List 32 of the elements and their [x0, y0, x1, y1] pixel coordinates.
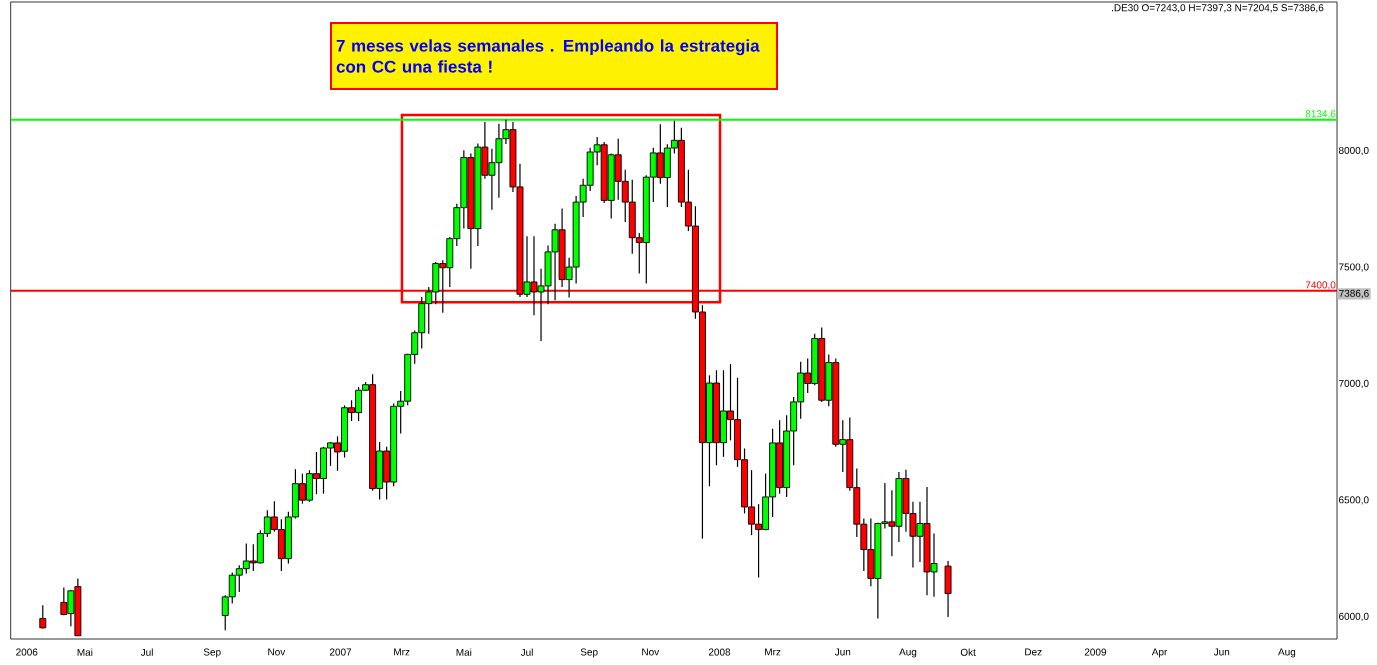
x-tick-label: Nov — [268, 648, 286, 656]
x-tick-label: 2007 — [329, 648, 352, 656]
annotation: .DE30 O=7243,0 H=7397,3 N=7204,5 S=7386,6 — [1112, 4, 1324, 13]
y-tick-label: 7500,0 — [1339, 263, 1369, 272]
ref-line-label: 7400,0 — [1305, 281, 1336, 290]
x-tick-label: 2008 — [708, 648, 731, 656]
x-tick-label: Mai — [77, 648, 93, 656]
y-tick-label: 6000,0 — [1339, 612, 1369, 621]
x-tick-label: Sep — [203, 648, 221, 658]
y-tick-label: 8000,0 — [1338, 146, 1369, 156]
x-tick-label: Jul — [140, 648, 153, 656]
y-tick-label: 7000,0 — [1339, 379, 1369, 389]
y-tick-label: 6500,0 — [1339, 496, 1369, 505]
candlestick — [39, 604, 47, 630]
x-tick-label: Dez — [1025, 648, 1042, 656]
annotation: 7386,6 — [1339, 289, 1369, 299]
x-tick-label: Okt — [960, 648, 976, 656]
x-tick-label: Mrz — [765, 648, 781, 656]
x-tick-label: Jun — [834, 648, 851, 656]
x-tick-label: Apr — [1151, 648, 1168, 658]
x-tick-label: Nov — [642, 648, 660, 656]
x-tick-label: Jul — [520, 648, 533, 656]
x-tick-label: Aug — [899, 648, 917, 658]
x-tick-label: Mrz — [394, 648, 410, 656]
x-tick-label: Aug — [1278, 648, 1296, 658]
x-tick-label: Sep — [580, 648, 598, 658]
x-tick-label: Jun — [1213, 648, 1230, 656]
x-tick-label: 2006 — [16, 648, 38, 656]
ref-line-label: 8134,6 — [1305, 110, 1336, 119]
annotation: 7 meses velas semanales . Empleando la estrategia con CC una fiesta ! — [336, 39, 760, 73]
x-tick-label: 2009 — [1084, 648, 1107, 656]
x-tick-label: Mai — [456, 648, 472, 656]
